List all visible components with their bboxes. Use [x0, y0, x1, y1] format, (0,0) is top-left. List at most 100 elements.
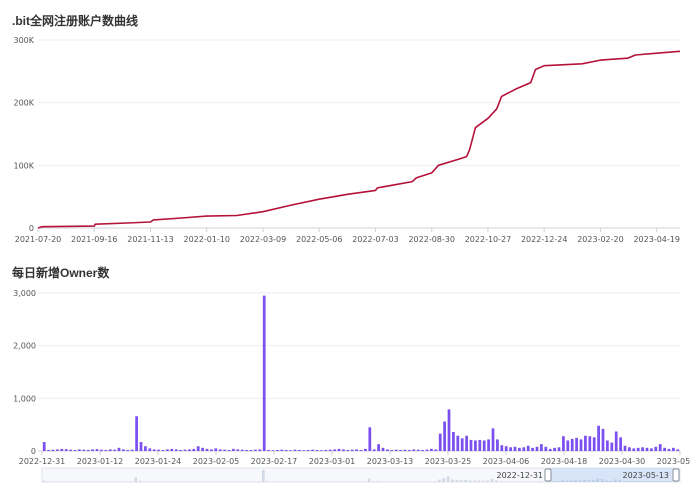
- daily-owner-bar: [337, 448, 341, 451]
- slider-mini-bar: [332, 481, 336, 482]
- daily-owner-bar: [606, 440, 609, 451]
- slider-mini-bar: [222, 481, 226, 482]
- slider-mini-bar: [358, 481, 362, 482]
- slider-mini-bar: [292, 481, 296, 482]
- slider-mini-bar: [574, 480, 578, 482]
- daily-owner-bar: [210, 449, 213, 451]
- slider-mini-bar: [345, 481, 349, 482]
- slider-mini-bar: [209, 481, 212, 482]
- slider-mini-bar: [380, 481, 384, 482]
- slider-mini-bar: [288, 481, 292, 482]
- daily-owner-bar: [293, 449, 297, 451]
- daily-owner-bar: [333, 449, 336, 451]
- slider-mini-bar: [499, 481, 503, 482]
- x-tick-label: 2023-01-12: [77, 457, 124, 466]
- slider-mini-bar: [600, 478, 604, 482]
- x-tick-label: 2023-04-30: [599, 457, 646, 466]
- slider-mini-bar: [226, 481, 230, 482]
- daily-owner-bar: [579, 439, 583, 451]
- daily-owner-bar: [456, 435, 460, 451]
- daily-owner-bar: [73, 449, 77, 451]
- daily-owner-bar: [342, 449, 345, 451]
- daily-owner-bar: [522, 447, 526, 451]
- daily-owner-bar: [584, 435, 587, 451]
- daily-owner-bar: [100, 449, 103, 451]
- slider-mini-bar: [169, 481, 173, 482]
- daily-owner-bar: [148, 448, 152, 451]
- slider-mini-bar: [411, 481, 415, 482]
- x-tick-label: 2022-03-09: [240, 235, 287, 244]
- daily-owner-bar: [474, 440, 477, 451]
- slider-mini-bar: [640, 481, 644, 482]
- slider-mini-bar: [517, 481, 520, 482]
- slider-mini-bar: [310, 481, 314, 482]
- slider-mini-bar: [372, 481, 375, 482]
- daily-owner-bar: [478, 439, 482, 451]
- slider-mini-bar: [116, 481, 120, 482]
- y-tick-label: 0: [31, 447, 36, 456]
- slider-mini-bar: [548, 481, 551, 482]
- slider-end-handle[interactable]: [672, 468, 680, 482]
- slider-mini-bar: [143, 481, 146, 482]
- daily-owner-bar: [623, 445, 627, 451]
- x-tick-label: 2023-05-12: [657, 457, 690, 466]
- daily-owner-bar: [91, 449, 94, 451]
- slider-mini-bar: [134, 477, 138, 482]
- daily-owner-bar: [610, 442, 614, 451]
- slider-mini-bar: [614, 479, 617, 482]
- slider-mini-bar: [350, 481, 353, 482]
- daily-owner-bar: [592, 437, 596, 451]
- slider-mini-bar: [72, 481, 76, 482]
- slider-mini-bar: [398, 481, 402, 482]
- daily-owner-bar: [403, 449, 407, 451]
- daily-owner-bar: [566, 440, 570, 451]
- daily-owner-bar: [42, 442, 46, 451]
- daily-owner-bar: [166, 449, 169, 451]
- daily-owner-bar: [117, 447, 121, 451]
- slider-mini-bar: [125, 481, 129, 482]
- daily-owner-bar: [425, 449, 429, 451]
- daily-owner-bar: [201, 447, 204, 451]
- slider-start-handle[interactable]: [544, 468, 552, 482]
- slider-mini-bar: [68, 481, 72, 482]
- x-tick-label: 2022-08-30: [408, 235, 455, 244]
- daily-owner-bar: [130, 449, 134, 451]
- daily-owner-bar: [60, 448, 64, 451]
- slider-mini-bar: [257, 481, 261, 482]
- slider-mini-bar: [218, 481, 221, 482]
- slider-mini-bar: [464, 479, 468, 482]
- slider-selected-range[interactable]: [548, 468, 676, 482]
- x-tick-label: 2023-02-20: [577, 235, 624, 244]
- daily-owner-bar: [381, 447, 385, 451]
- daily-owner-bar: [496, 439, 499, 451]
- data-zoom-slider[interactable]: 2022-12-31 2023-05-13: [41, 467, 681, 483]
- daily-owner-bar: [386, 449, 389, 451]
- slider-mini-bar: [200, 481, 204, 482]
- daily-owner-bar: [658, 444, 662, 451]
- x-tick-label: 2023-03-13: [367, 457, 414, 466]
- slider-mini-bar: [121, 481, 124, 482]
- slider-mini-bar: [108, 481, 111, 482]
- slider-mini-bar: [178, 481, 182, 482]
- slider-mini-bar: [596, 478, 600, 482]
- daily-owner-bar: [597, 425, 600, 451]
- slider-mini-bar: [341, 481, 344, 482]
- slider-mini-bar: [552, 481, 556, 482]
- daily-owner-bar: [443, 421, 446, 451]
- slider-mini-bar: [627, 481, 630, 482]
- slider-mini-bar: [455, 479, 459, 482]
- slider-mini-bar: [90, 481, 94, 482]
- slider-mini-bar: [235, 481, 239, 482]
- daily-owner-bar: [183, 449, 187, 451]
- daily-owner-bar: [548, 448, 552, 451]
- daily-owner-bar: [262, 295, 266, 451]
- slider-mini-bar: [477, 480, 481, 482]
- slider-mini-bar: [284, 481, 287, 482]
- x-tick-label: 2023-02-05: [193, 457, 240, 466]
- slider-mini-bar: [306, 481, 309, 482]
- daily-owner-bar: [104, 449, 108, 451]
- slider-mini-bar: [407, 481, 410, 482]
- slider-mini-bar: [504, 481, 507, 482]
- daily-owner-bar: [469, 439, 473, 451]
